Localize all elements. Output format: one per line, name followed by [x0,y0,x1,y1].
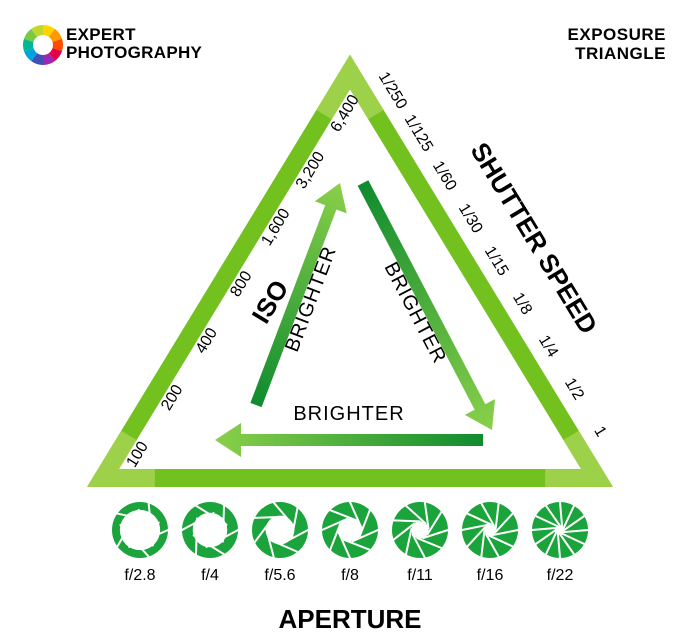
aperture-value: f/22 [547,567,574,584]
shutter-value: 1/4 [535,333,561,361]
aperture-icon [112,502,168,558]
page-title: EXPOSURE TRIANGLE [568,26,666,63]
brand-line2: PHOTOGRAPHY [66,44,202,62]
aperture-icon [392,502,448,558]
aperture-value: f/11 [407,567,433,584]
aperture-label: APERTURE [278,604,421,634]
aperture-icon [462,502,518,558]
brand-text: EXPERT PHOTOGRAPHY [66,26,202,62]
aperture-value: f/5.6 [264,567,295,584]
shutter-value: 1 [590,424,609,441]
exposure-triangle-diagram: ISOSHUTTER SPEEDAPERTURE1002004008001,60… [0,0,700,643]
aperture-icon [322,502,378,558]
title-line1: EXPOSURE [568,26,666,45]
aperture-icon [252,502,308,558]
aperture-icon [182,502,238,558]
aperture-icon [532,502,588,558]
shutter-value: 1/8 [509,290,535,318]
brighter-label: BRIGHTER [293,403,404,425]
aperture-value: f/4 [201,567,219,584]
shutter-value: 1/2 [561,375,587,403]
shutter-value: 1/15 [481,244,512,280]
aperture-value: f/16 [477,567,504,584]
title-line2: TRIANGLE [568,45,666,64]
brand-logo [22,24,64,66]
shutter-value: 1/30 [455,201,486,237]
aperture-value: f/8 [341,567,359,584]
shutter-value: 1/60 [429,158,460,194]
triangle-corner [545,435,597,478]
arrow-aperture [215,423,483,457]
aperture-value: f/2.8 [124,567,155,584]
brand-line1: EXPERT [66,26,202,44]
